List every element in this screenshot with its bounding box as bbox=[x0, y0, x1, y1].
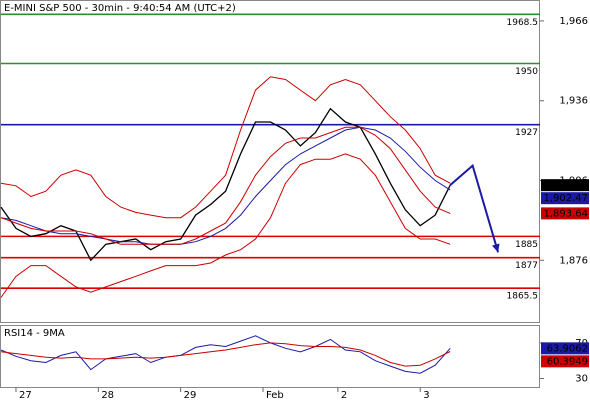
y-tick-label: 1,876 bbox=[559, 255, 588, 266]
value-tag-label: 1,902.47 bbox=[543, 193, 588, 204]
x-tick-label: 27 bbox=[19, 390, 32, 400]
level-label: 1950 bbox=[515, 67, 538, 77]
value-tag bbox=[541, 179, 589, 192]
upper-band bbox=[0, 76, 451, 219]
rsi-title: RSI14 - 9MA bbox=[4, 328, 65, 339]
value-tag-label: 63.9062 bbox=[547, 343, 588, 354]
y-tick-label: 30 bbox=[575, 374, 588, 385]
value-tag bbox=[541, 192, 589, 205]
price-panel bbox=[0, 0, 540, 323]
value-tag-label: 1,904.25 bbox=[543, 180, 588, 191]
rsi-ma bbox=[0, 342, 451, 367]
rsi bbox=[0, 335, 451, 374]
y-tick-label: 1,966 bbox=[559, 16, 588, 27]
level-label: 1877 bbox=[515, 261, 538, 271]
value-tag bbox=[541, 355, 589, 368]
lower-band bbox=[0, 153, 451, 298]
ma bbox=[0, 126, 451, 245]
price bbox=[0, 107, 451, 262]
chart-title: E-MINI S&P 500 - 30min - 9:40:54 AM (UTC… bbox=[4, 3, 236, 14]
value-tag bbox=[541, 342, 589, 355]
x-tick-label: 3 bbox=[423, 390, 429, 400]
value-tag-label: 60.3949 bbox=[547, 356, 588, 367]
x-tick-label: 2 bbox=[341, 390, 347, 400]
x-tick-label: Feb bbox=[266, 390, 284, 400]
value-tag bbox=[541, 207, 589, 220]
projection-arrow bbox=[449, 163, 500, 253]
level-label: 1885 bbox=[515, 240, 538, 250]
x-tick-label: 28 bbox=[101, 390, 114, 400]
x-tick-label: 29 bbox=[184, 390, 197, 400]
middle-band bbox=[0, 126, 451, 245]
rsi-panel bbox=[0, 325, 540, 388]
arrow-head bbox=[492, 243, 500, 253]
y-tick-label: 1,936 bbox=[559, 96, 588, 107]
level-label: 1927 bbox=[515, 128, 538, 138]
value-tag-label: 1,893.64 bbox=[543, 208, 588, 219]
level-label: 1968.5 bbox=[507, 18, 539, 28]
level-label: 1865.5 bbox=[507, 292, 539, 302]
